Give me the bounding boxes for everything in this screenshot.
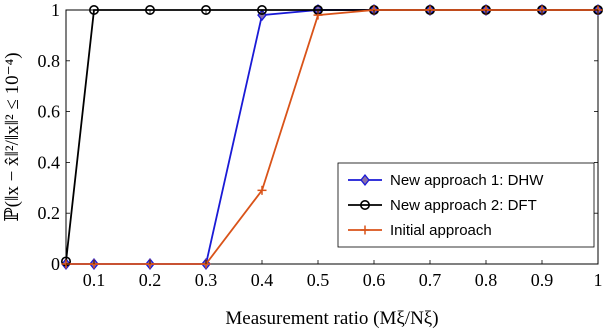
- x-tick-label: 0.7: [419, 270, 442, 290]
- x-tick-label: 0.4: [251, 270, 274, 290]
- data-point: [360, 225, 370, 235]
- x-tick-label: 0.9: [531, 270, 554, 290]
- legend-entry: New approach 1: DHW: [348, 172, 544, 189]
- x-tick-label: 0.6: [363, 270, 386, 290]
- x-axis-label: Measurement ratio (Mξ/Nξ): [225, 308, 438, 329]
- x-tick-label: 0.3: [195, 270, 218, 290]
- y-tick-label: 1: [51, 0, 60, 20]
- data-point: [359, 200, 370, 211]
- legend-entry: New approach 2: DFT: [348, 197, 537, 214]
- legend-label: Initial approach: [390, 222, 492, 239]
- axes-layer: 0.1 0.2 0.3 0.4 0.5 0.6 0.7 0.8 0.9 1 0 0.2 0.4 0.6 0.…: [38, 0, 603, 290]
- data-point: [145, 5, 156, 15]
- data-point: [257, 185, 267, 195]
- x-tick-label: 0.1: [83, 270, 106, 290]
- y-axis-label: ℙ(‖x − x̂‖²/‖x‖² ≤ 10⁻⁴): [2, 52, 23, 221]
- legend-label: New approach 1: DHW: [390, 172, 544, 189]
- y-tick-label: 0.6: [38, 102, 61, 122]
- y-tick-label: 0.4: [38, 152, 61, 172]
- data-point: [256, 5, 267, 15]
- data-point: [360, 173, 370, 187]
- y-tick-label: 0.2: [38, 203, 61, 223]
- y-tick-label: 0.8: [38, 51, 61, 71]
- legend-entry: Initial approach: [348, 222, 492, 239]
- x-tick-label: 1: [594, 270, 603, 290]
- x-tick-label: 0.8: [475, 270, 498, 290]
- data-point: [201, 5, 212, 15]
- data-point: [89, 5, 100, 15]
- legend: New approach 1: DHW New approach 2: DFT In…: [337, 162, 595, 248]
- y-tick-label: 0: [51, 254, 60, 274]
- legend-label: New approach 2: DFT: [390, 197, 537, 214]
- x-tick-label: 0.2: [139, 270, 162, 290]
- x-tick-label: 0.5: [307, 270, 330, 290]
